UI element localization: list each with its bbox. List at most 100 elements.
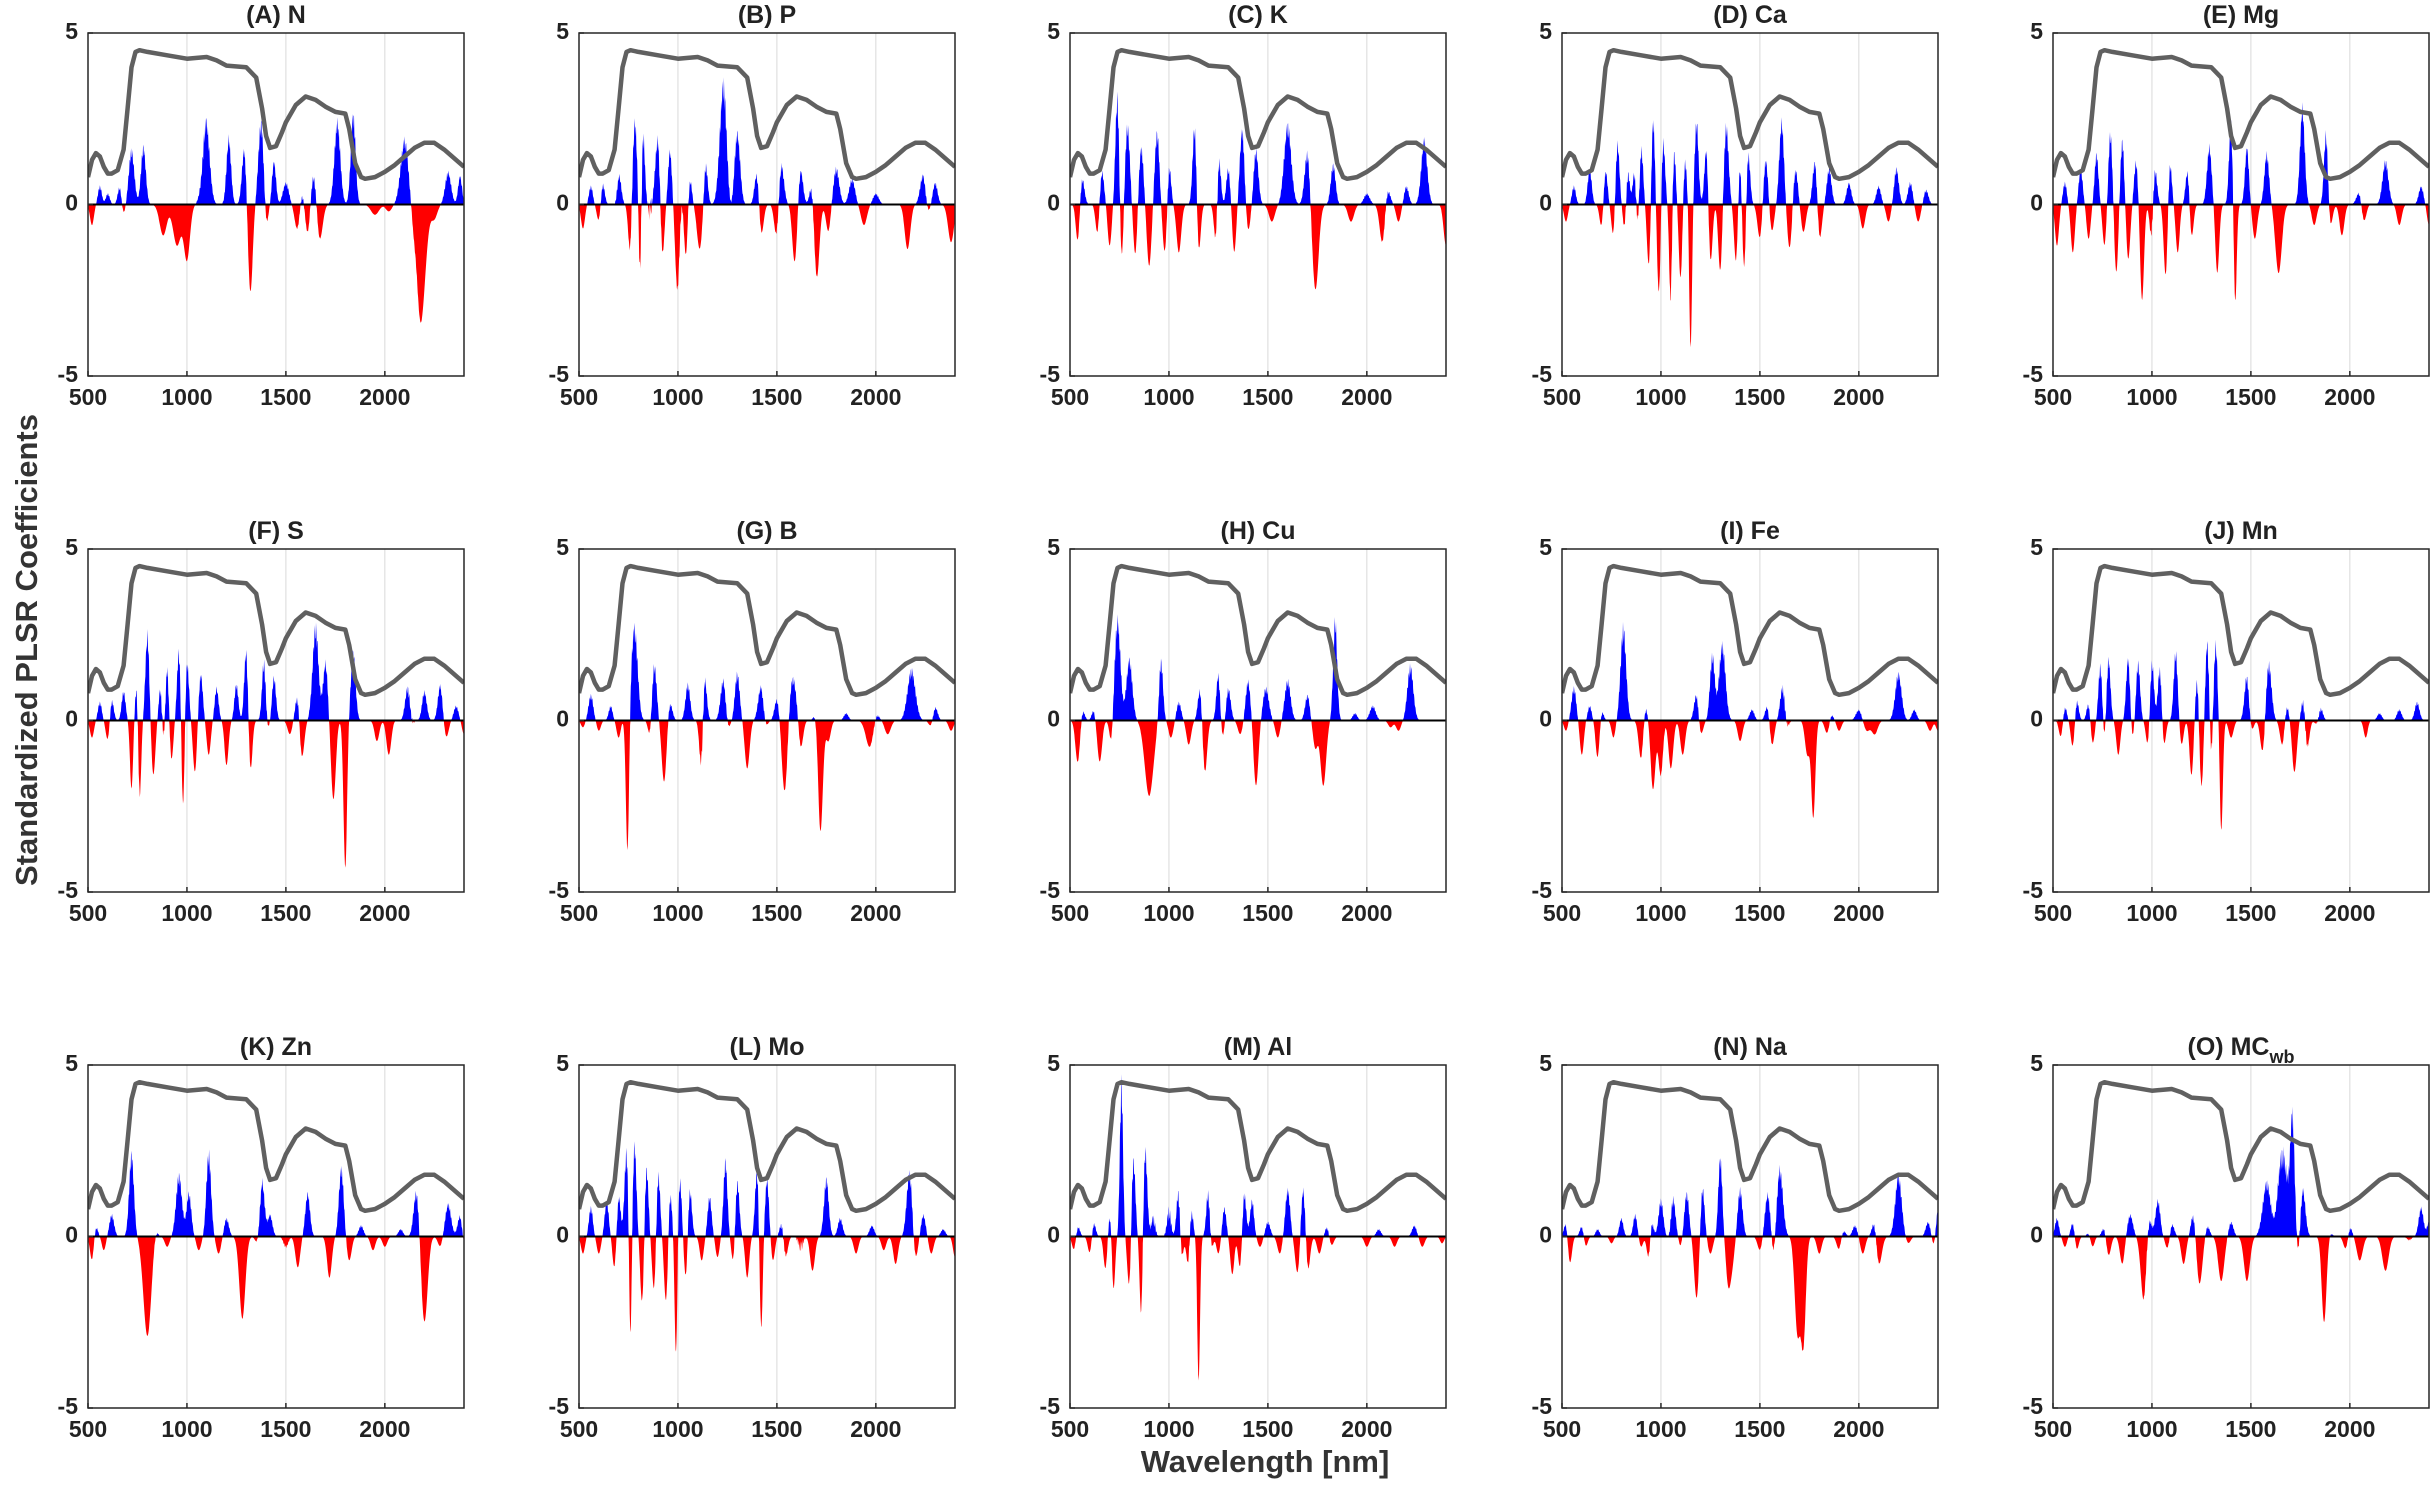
x-tick-label: 2000 [1341,900,1392,926]
series-layer [2053,47,2429,301]
reflectance-curve [579,47,955,182]
y-tick-label: -5 [58,361,79,387]
x-tick-label: 1500 [1734,1416,1785,1442]
positive-coefficients [88,113,464,205]
y-tick-label: -5 [1532,877,1553,903]
y-tick-label: 5 [2030,18,2043,44]
y-tick-label: -5 [549,361,570,387]
x-tick-label: 1000 [2126,1416,2177,1442]
x-tick-label: 1000 [652,1416,703,1442]
positive-coefficients [88,622,464,721]
y-tick-label: 0 [556,706,569,732]
reflectance-curve [2053,1079,2429,1214]
x-tick-label: 1000 [1143,1416,1194,1442]
x-tick-label: 2000 [359,1416,410,1442]
panel-title: (M) Al [1224,1033,1293,1061]
reflectance-curve [88,563,464,698]
x-tick-label: 1000 [1143,900,1194,926]
series-layer [2053,1079,2429,1323]
x-tick-label: 500 [1051,1416,1089,1442]
x-tick-label: 1500 [751,1416,802,1442]
positive-coefficients [1070,614,1446,721]
x-tick-label: 1000 [1635,1416,1686,1442]
panel-title: (O) MCwb [2188,1033,2295,1067]
x-tick-label: 2000 [1833,900,1884,926]
x-tick-label: 2000 [850,1416,901,1442]
y-tick-label: -5 [1532,1393,1553,1419]
panel-title: (H) Cu [1221,517,1296,545]
reflectance-curve [2053,47,2429,182]
negative-coefficients [1070,204,1446,290]
y-tick-label: -5 [1532,361,1553,387]
y-tick-label: 5 [556,18,569,44]
y-tick-label: -5 [58,1393,79,1419]
reflectance-curve [579,1079,955,1214]
y-tick-label: 5 [1047,534,1060,560]
y-tick-label: 0 [2030,1222,2043,1248]
positive-coefficients [1562,621,1938,721]
positive-coefficients [579,622,955,721]
series-layer [88,47,464,323]
panel-title: (K) Zn [240,1033,312,1061]
x-tick-label: 2000 [1341,1416,1392,1442]
y-tick-label: -5 [2023,877,2044,903]
x-tick-label: 1000 [1635,384,1686,410]
reflectance-curve [1070,47,1446,182]
y-tick-label: 0 [2030,706,2043,732]
y-tick-label: 0 [1539,1222,1552,1248]
y-tick-label: 5 [2030,1050,2043,1076]
panel-title: (N) Na [1713,1033,1788,1061]
x-tick-label: 1000 [2126,900,2177,926]
negative-coefficients [88,1236,464,1336]
x-tick-label: 1000 [161,384,212,410]
x-tick-label: 1000 [161,1416,212,1442]
y-tick-label: 0 [1047,1222,1060,1248]
y-tick-label: 5 [556,534,569,560]
x-tick-label: 2000 [359,900,410,926]
y-tick-label: -5 [2023,1393,2044,1419]
panel-title: (E) Mg [2203,1,2279,29]
series-layer [88,563,464,868]
x-tick-label: 1500 [260,900,311,926]
y-tick-label: -5 [1040,877,1061,903]
series-layer [2053,563,2429,830]
x-tick-label: 2000 [850,900,901,926]
x-tick-label: 2000 [359,384,410,410]
y-tick-label: 0 [1539,706,1552,732]
series-layer [579,563,955,851]
y-tick-label: -5 [1040,1393,1061,1419]
x-tick-label: 1500 [1242,384,1293,410]
y-tick-label: 5 [556,1050,569,1076]
x-tick-label: 500 [1543,1416,1581,1442]
y-tick-label: 0 [1047,190,1060,216]
positive-coefficients [579,77,955,205]
reflectance-curve [579,563,955,698]
positive-coefficients [2053,639,2429,721]
panel-title: (I) Fe [1720,517,1780,545]
panel-title: (J) Mn [2204,517,2278,545]
series-layer [579,1079,955,1352]
x-tick-label: 1500 [1242,1416,1293,1442]
figure-xlabel: Wavelength [nm] [1141,1444,1390,1479]
y-tick-label: 5 [1047,1050,1060,1076]
series-layer [1562,563,1938,818]
y-tick-label: 5 [65,18,78,44]
reflectance-curve [2053,563,2429,698]
x-tick-label: 1500 [1242,900,1293,926]
y-tick-label: 0 [65,190,78,216]
x-tick-label: 1000 [2126,384,2177,410]
y-tick-label: 0 [2030,190,2043,216]
